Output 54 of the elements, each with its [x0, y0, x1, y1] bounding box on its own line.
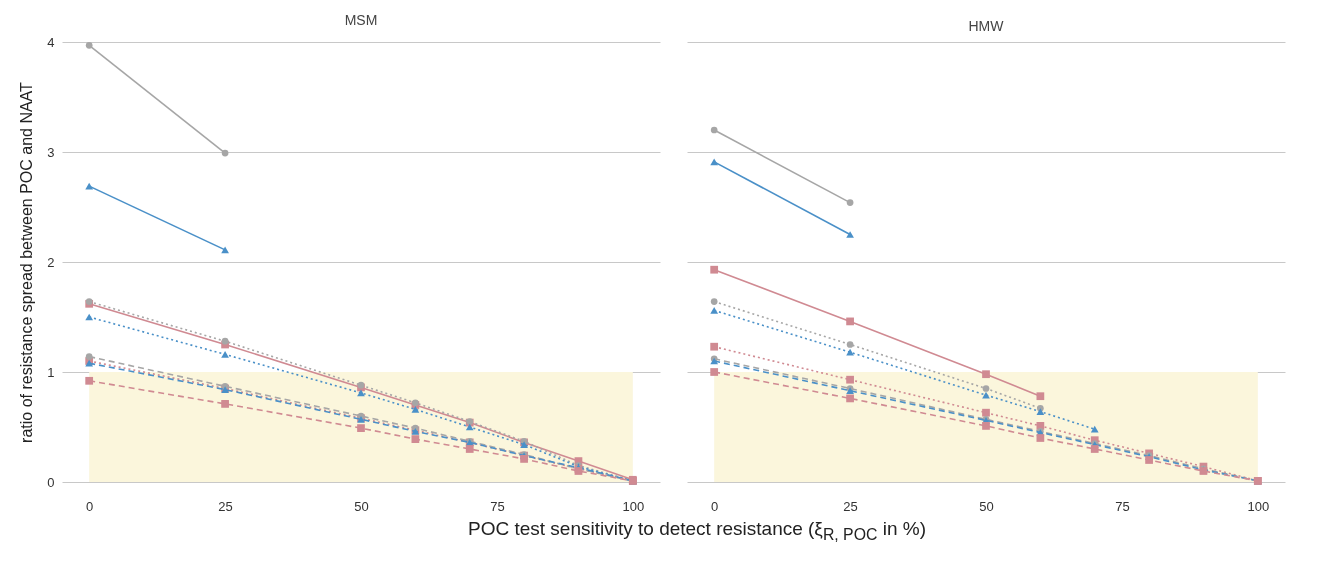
point	[221, 400, 229, 408]
point	[1036, 434, 1045, 442]
y-tick-label: 1	[47, 364, 55, 380]
point	[1090, 445, 1099, 453]
point	[85, 41, 93, 49]
x-tick-label: 75	[490, 498, 505, 514]
point	[846, 375, 854, 384]
point	[357, 389, 365, 397]
point	[221, 149, 229, 157]
point	[846, 317, 854, 326]
point	[1036, 392, 1045, 401]
x-tick-label: 25	[843, 498, 858, 514]
point	[1090, 425, 1099, 433]
x-tick-label: 75	[1115, 498, 1130, 514]
point	[1036, 408, 1045, 415]
point	[710, 342, 719, 351]
point	[465, 423, 474, 431]
point	[846, 394, 854, 403]
point	[221, 351, 229, 358]
point	[846, 348, 854, 356]
x-tick-label: 100	[1247, 498, 1270, 514]
y-tick-label: 3	[47, 144, 55, 160]
point	[982, 370, 990, 379]
point	[846, 341, 854, 348]
x-tick-label: 100	[622, 498, 645, 514]
x-tick-label: 0	[86, 498, 94, 514]
x-tick-label: 50	[979, 498, 994, 514]
point	[710, 307, 719, 314]
y-tick-label: 2	[47, 254, 55, 270]
y-axis-title: ratio of resistance spread between POC and NAAT	[18, 81, 36, 443]
point	[85, 376, 94, 385]
x-tick-label: 50	[354, 498, 369, 514]
point	[710, 126, 718, 134]
point	[982, 385, 990, 392]
chart-title: HMW	[968, 18, 1005, 34]
point	[982, 422, 990, 430]
point	[710, 265, 719, 274]
point	[710, 368, 719, 376]
point	[710, 298, 718, 305]
y-tick-label: 0	[47, 474, 55, 490]
point	[982, 408, 990, 417]
point	[465, 445, 474, 453]
x-tick-label: 25	[218, 498, 233, 514]
point	[357, 424, 365, 432]
point	[411, 435, 420, 443]
x-axis-title: POC test sensitivity to detect resistance (ξ$_{R, POC}$ in %)	[467, 518, 927, 544]
point	[846, 199, 854, 206]
point	[85, 353, 93, 360]
x-tick-label: 0	[711, 498, 719, 514]
point	[411, 406, 420, 413]
y-tick-label: 4	[47, 34, 55, 50]
point	[520, 455, 528, 463]
chart-title: MSM	[344, 12, 378, 28]
point	[221, 337, 229, 345]
